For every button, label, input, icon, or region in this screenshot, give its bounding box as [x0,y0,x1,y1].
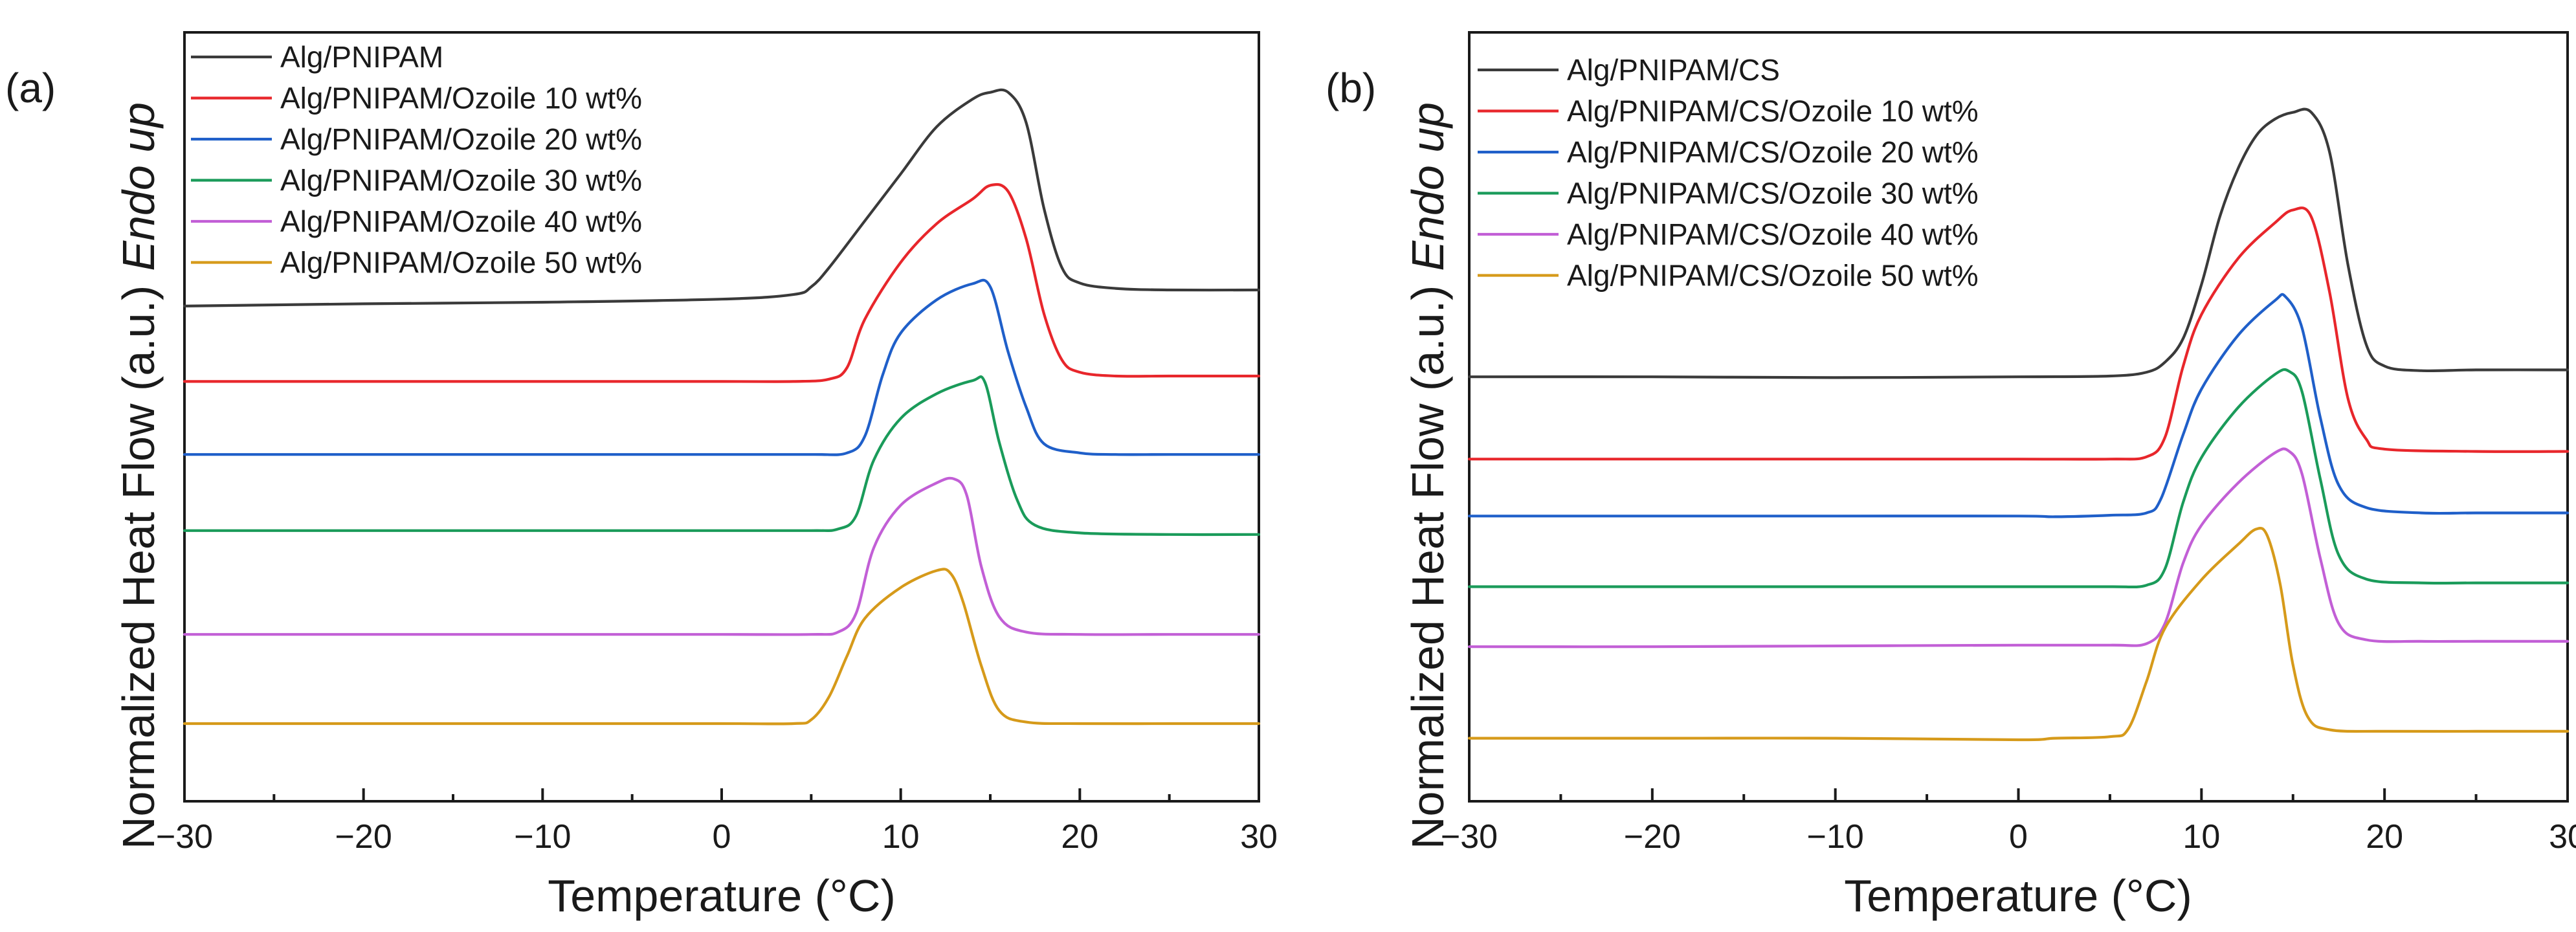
series-line-a-4 [183,476,1261,636]
x-ticks-a: −30 −20 −10 0 10 20 30 [156,788,1278,856]
panel-a: (a) Normalized Heat Flow (a.u.) Endo up −… [5,31,1278,921]
x-tick-label-b-5: 20 [2366,818,2403,856]
x-tick-label-b-3: 0 [2009,818,2028,856]
x-tick-label-b-6: 30 [2549,818,2576,856]
x-ticks-b: −30 −20 −10 0 10 20 30 [1441,788,2576,856]
legend-label-a-0: Alg/PNIPAM [280,40,443,74]
series-line-b-1 [1467,206,2570,461]
x-tick-label-a-4: 10 [882,818,920,856]
series-line-a-1 [183,183,1261,383]
curves-a [183,88,1261,726]
x-tick-label-b-2: −10 [1807,818,1864,856]
legend-label-b-1: Alg/PNIPAM/CS/Ozoile 10 wt% [1567,94,1979,128]
series-line-b-0 [1467,107,2570,379]
legend-a: Alg/PNIPAM Alg/PNIPAM/Ozoile 10 wt% Alg/PN… [191,40,642,280]
y-axis-label-main-b: Normalized Heat Flow (a.u.) [1403,285,1453,849]
legend-label-a-5: Alg/PNIPAM/Ozoile 50 wt% [280,246,642,280]
x-axis-label-b: Temperature (°C) [1844,871,2192,921]
y-axis-label-b: Normalized Heat Flow (a.u.) Endo up [1403,102,1453,849]
series-line-a-2 [183,278,1261,456]
series-line-a-0 [183,88,1261,307]
x-tick-label-b-1: −20 [1624,818,1681,856]
series-line-a-3 [183,375,1261,537]
curves-b [1467,107,2570,742]
legend-b: Alg/PNIPAM/CS Alg/PNIPAM/CS/Ozoile 10 wt%… [1478,53,1979,293]
legend-label-b-2: Alg/PNIPAM/CS/Ozoile 20 wt% [1567,135,1979,169]
legend-label-b-3: Alg/PNIPAM/CS/Ozoile 30 wt% [1567,177,1979,210]
panel-b: (b) Normalized Heat Flow (a.u.) Endo up −… [1326,31,2576,921]
panel-label-b: (b) [1326,65,1376,111]
x-tick-label-a-1: −20 [335,818,392,856]
x-axis-label-a: Temperature (°C) [548,871,896,921]
y-axis-label-italic-b: Endo up [1403,102,1453,271]
series-line-a-5 [183,568,1261,726]
legend-label-b-0: Alg/PNIPAM/CS [1567,53,1780,87]
legend-label-a-2: Alg/PNIPAM/Ozoile 20 wt% [280,122,642,156]
x-tick-label-a-2: −10 [514,818,571,856]
x-tick-label-a-5: 20 [1061,818,1098,856]
series-line-b-5 [1467,527,2570,742]
x-tick-label-a-6: 30 [1240,818,1278,856]
legend-label-a-3: Alg/PNIPAM/Ozoile 30 wt% [280,164,642,197]
series-line-b-3 [1467,368,2570,589]
legend-label-a-1: Alg/PNIPAM/Ozoile 10 wt% [280,82,642,115]
x-tick-label-b-4: 10 [2182,818,2220,856]
y-axis-label-italic-a: Endo up [113,102,164,271]
series-line-b-4 [1467,447,2570,649]
panel-label-a: (a) [5,65,56,111]
x-tick-label-a-0: −30 [156,818,213,856]
legend-label-b-5: Alg/PNIPAM/CS/Ozoile 50 wt% [1567,259,1979,293]
y-axis-label-a: Normalized Heat Flow (a.u.) Endo up [113,102,164,849]
x-tick-label-a-3: 0 [713,818,731,856]
y-axis-label-main-a: Normalized Heat Flow (a.u.) [113,285,164,849]
legend-label-b-4: Alg/PNIPAM/CS/Ozoile 40 wt% [1567,217,1979,251]
x-tick-label-b-0: −30 [1441,818,1498,856]
legend-label-a-4: Alg/PNIPAM/Ozoile 40 wt% [280,205,642,238]
series-line-b-2 [1467,293,2570,518]
